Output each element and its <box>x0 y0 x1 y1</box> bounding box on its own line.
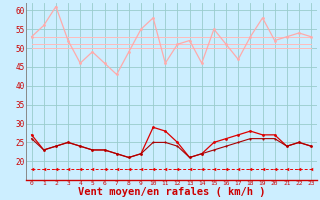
X-axis label: Vent moyen/en rafales ( km/h ): Vent moyen/en rafales ( km/h ) <box>78 187 265 197</box>
